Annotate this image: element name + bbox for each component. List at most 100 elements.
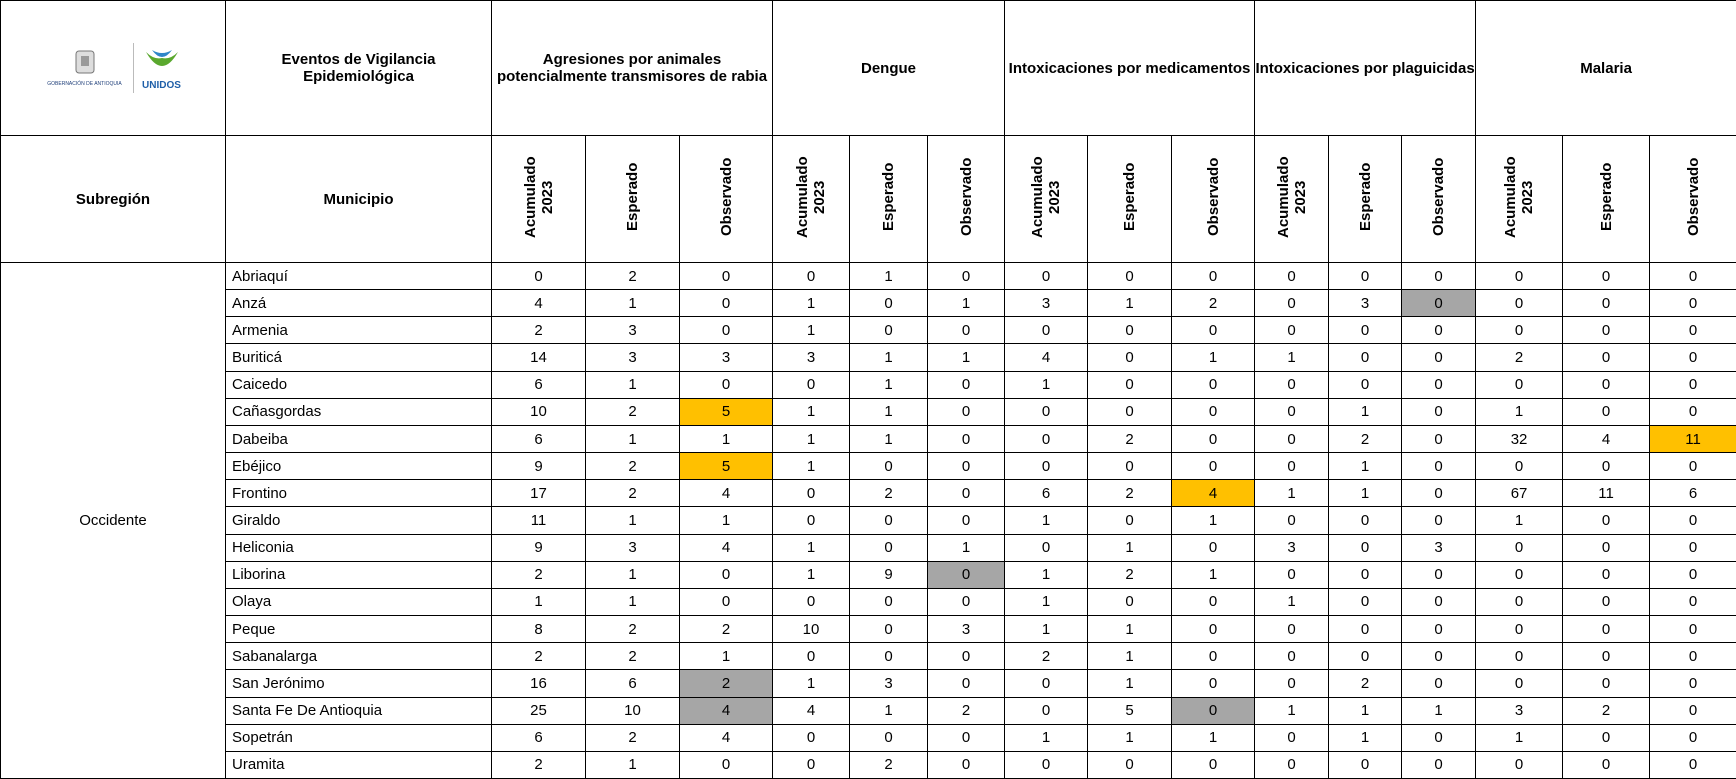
value-cell: 2 <box>585 723 680 752</box>
value-cell: 0 <box>1087 750 1173 779</box>
subheader: Acumulado 2023 <box>521 156 556 238</box>
value-cell: 0 <box>1087 316 1173 345</box>
value-cell: 5 <box>678 397 774 426</box>
subheader: Esperado <box>1597 162 1615 232</box>
value-cell: 1 <box>772 316 851 345</box>
value-cell: 2 <box>849 750 929 779</box>
value-cell: 0 <box>1254 452 1330 481</box>
value-cell: 0 <box>1328 587 1403 617</box>
value-cell: 0 <box>927 261 1006 291</box>
subheader-cell: Observado <box>1171 135 1256 263</box>
value-cell: 1 <box>1004 560 1089 589</box>
municipio: Uramita <box>225 750 492 779</box>
value-cell: 10 <box>585 696 680 725</box>
value-cell: 0 <box>1475 261 1564 291</box>
value-cell: 1 <box>1004 723 1089 752</box>
value-cell: 1 <box>585 750 680 779</box>
value-cell: 0 <box>1562 533 1651 562</box>
subheader: Acumulado 2023 <box>794 156 829 238</box>
value-cell: 1 <box>1087 669 1173 698</box>
value-cell: 0 <box>1562 452 1651 481</box>
value-cell: 3 <box>927 615 1006 644</box>
subheader-cell: Esperado <box>849 135 929 263</box>
value-cell: 0 <box>1328 750 1403 779</box>
value-cell: 2 <box>585 452 680 481</box>
value-cell: 0 <box>1401 370 1477 399</box>
data-row: Liborina 2 1 0 1 9 0 1 2 1 0 0 0 0 0 0 <box>1 560 1736 589</box>
data-row: Occidente Abriaquí 0 2 0 0 1 0 0 0 0 0 0 0 0 0 0 <box>0 261 1736 779</box>
value-cell: 0 <box>849 289 929 318</box>
value-cell: 2 <box>1087 479 1173 508</box>
value-cell: 3 <box>1254 533 1330 562</box>
value-cell: 0 <box>1004 669 1089 698</box>
value-cell: 8 <box>491 615 586 644</box>
value-cell: 4 <box>678 533 774 562</box>
subheader-cell: Acumulado 2023 <box>491 135 586 263</box>
subregion-label: Subregión <box>0 135 226 263</box>
subheader-cell: Observado <box>1649 135 1736 263</box>
value-cell: 1 <box>678 506 774 535</box>
value-cell: 4 <box>772 696 851 725</box>
value-cell: 0 <box>1004 750 1089 779</box>
value-cell: 1 <box>849 696 929 725</box>
subheader: Observado <box>1684 157 1702 237</box>
value-cell: 0 <box>1171 642 1256 671</box>
value-cell: 1 <box>1254 479 1330 508</box>
value-cell: 0 <box>1254 261 1330 291</box>
municipio: Caicedo <box>225 370 492 399</box>
municipio: Anzá <box>225 289 492 318</box>
value-cell: 0 <box>1401 343 1477 372</box>
data-row: Buriticá 14 3 3 3 1 1 4 0 1 1 0 0 2 0 0 <box>1 343 1736 372</box>
value-cell: 10 <box>772 615 851 644</box>
value-cell: 11 <box>1562 479 1651 508</box>
value-cell: 5 <box>1087 696 1173 725</box>
data-row: Peque 8 2 2 10 0 3 1 1 0 0 0 0 0 0 0 <box>1 615 1736 644</box>
value-cell: 0 <box>1401 587 1477 617</box>
value-cell: 0 <box>1254 560 1330 589</box>
value-cell: 1 <box>849 261 929 291</box>
value-cell: 9 <box>491 452 586 481</box>
subheader: Esperado <box>880 162 898 232</box>
value-cell: 0 <box>1649 452 1736 481</box>
value-cell: 0 <box>1649 533 1736 562</box>
value-cell: 0 <box>1475 615 1564 644</box>
event-group: Dengue <box>772 0 1006 136</box>
value-cell: 0 <box>772 506 851 535</box>
value-cell: 6 <box>491 370 586 399</box>
value-cell: 0 <box>1562 343 1651 372</box>
data-row: San Jerónimo 16 6 2 1 3 0 0 1 0 0 2 0 0 0 0 <box>1 669 1736 698</box>
value-cell: 0 <box>772 370 851 399</box>
municipio: Frontino <box>225 479 492 508</box>
value-cell: 1 <box>1328 397 1403 426</box>
data-row: Caicedo 6 1 0 0 1 0 1 0 0 0 0 0 0 0 0 <box>1 370 1736 399</box>
value-cell: 1 <box>1004 370 1089 399</box>
value-cell: 2 <box>491 642 586 671</box>
data-row: Heliconia 9 3 4 1 0 1 0 1 0 3 0 3 0 0 0 <box>1 533 1736 562</box>
value-cell: 1 <box>1171 343 1256 372</box>
value-cell: 0 <box>491 261 586 291</box>
value-cell: 0 <box>1171 424 1256 454</box>
value-cell: 0 <box>678 370 774 399</box>
value-cell: 0 <box>678 750 774 779</box>
subheader-cell: Acumulado 2023 <box>1254 135 1330 263</box>
value-cell: 0 <box>1254 669 1330 698</box>
value-cell: 0 <box>1087 452 1173 481</box>
value-cell: 0 <box>1401 397 1477 426</box>
value-cell: 0 <box>1254 750 1330 779</box>
value-cell: 1 <box>678 642 774 671</box>
value-cell: 0 <box>1475 533 1564 562</box>
value-cell: 0 <box>678 316 774 345</box>
value-cell: 1 <box>772 560 851 589</box>
value-cell: 0 <box>1171 316 1256 345</box>
value-cell: 0 <box>1171 533 1256 562</box>
value-cell: 1 <box>1087 533 1173 562</box>
municipio: Santa Fe De Antioquia <box>225 696 492 725</box>
value-cell: 6 <box>585 669 680 698</box>
value-cell: 0 <box>1401 750 1477 779</box>
value-cell: 0 <box>678 261 774 291</box>
municipio: Cañasgordas <box>225 397 492 426</box>
value-cell: 2 <box>1171 289 1256 318</box>
value-cell: 3 <box>1004 289 1089 318</box>
value-cell: 1 <box>849 370 929 399</box>
value-cell: 1 <box>585 424 680 454</box>
